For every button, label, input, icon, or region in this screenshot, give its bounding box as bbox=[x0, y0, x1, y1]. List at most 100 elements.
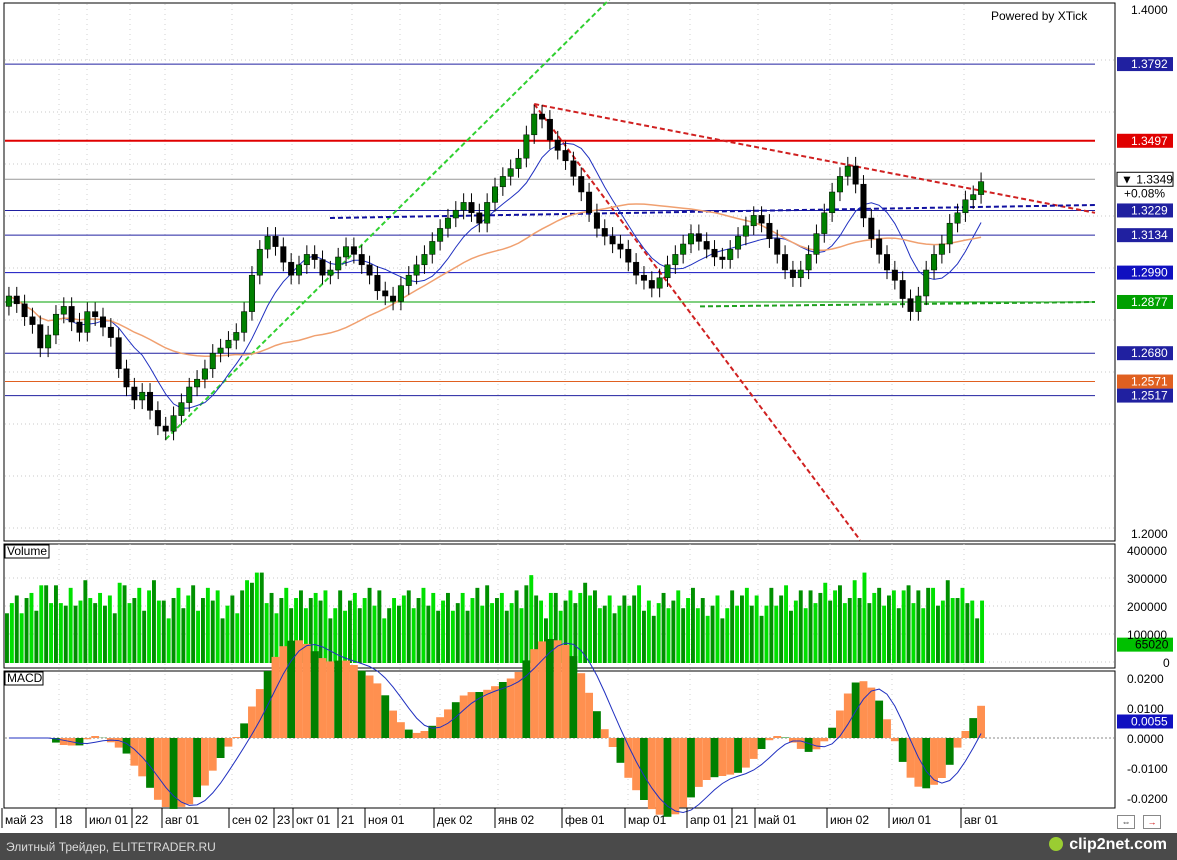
candle bbox=[350, 246, 357, 255]
macd-bar bbox=[498, 682, 507, 738]
volume-bar bbox=[700, 598, 705, 663]
candle bbox=[233, 332, 240, 341]
volume-bar bbox=[514, 590, 519, 663]
volume-y-tick: 200000 bbox=[1127, 600, 1167, 614]
candle bbox=[194, 378, 201, 388]
volume-bar bbox=[950, 598, 955, 663]
macd-bar bbox=[749, 738, 758, 759]
volume-bar bbox=[299, 590, 303, 663]
macd-bar bbox=[295, 640, 303, 738]
macd-bar bbox=[161, 738, 170, 807]
macd-bar bbox=[538, 641, 546, 738]
level-tag-text: 1.2571 bbox=[1131, 375, 1168, 389]
volume-bar bbox=[730, 590, 735, 663]
macd-bar bbox=[334, 660, 343, 738]
candle bbox=[107, 326, 114, 338]
macd-bar bbox=[271, 656, 280, 738]
volume-bar bbox=[220, 618, 225, 663]
volume-bar bbox=[142, 610, 147, 663]
volume-bar bbox=[617, 605, 622, 663]
macd-bar bbox=[208, 738, 217, 771]
candle bbox=[60, 306, 67, 315]
footer-credit: Элитный Трейдер, ELITETRADER.RU bbox=[6, 840, 216, 854]
volume-bar bbox=[818, 592, 823, 663]
volume-bar bbox=[504, 610, 509, 663]
candle bbox=[931, 254, 938, 271]
level-tag-text: 1.3134 bbox=[1131, 228, 1168, 242]
volume-bar bbox=[921, 608, 926, 663]
candle bbox=[382, 290, 389, 297]
level-tag bbox=[1117, 203, 1173, 218]
volume-bar bbox=[460, 592, 465, 663]
x-tick: мар 01 bbox=[628, 813, 667, 827]
exit-icon[interactable]: → bbox=[1143, 815, 1161, 829]
macd-bar bbox=[624, 738, 633, 778]
volume-bar bbox=[911, 603, 916, 663]
volume-bar bbox=[622, 595, 627, 663]
candle bbox=[444, 217, 451, 229]
macd-bar bbox=[757, 738, 766, 749]
trading-chart[interactable]: 1.3792 1.3497 1.3229 1.3134 1.2990 1.2877 1.26… bbox=[0, 0, 1177, 833]
volume-bar bbox=[519, 608, 524, 663]
candle bbox=[962, 199, 969, 214]
candle bbox=[256, 248, 263, 276]
volume-bar bbox=[833, 590, 838, 663]
volume-bar bbox=[524, 585, 529, 663]
candle bbox=[727, 248, 734, 260]
volume-bar bbox=[715, 595, 720, 663]
candle bbox=[789, 269, 796, 279]
volume-bar bbox=[882, 605, 887, 663]
macd-bar bbox=[867, 687, 876, 738]
candle bbox=[29, 316, 36, 325]
macd-bar bbox=[514, 672, 523, 738]
volume-bar bbox=[490, 603, 495, 663]
macd-bar bbox=[796, 738, 805, 749]
macd-bar bbox=[177, 738, 186, 807]
macd-y-tick: 0.0000 bbox=[1127, 732, 1164, 746]
volume-bar bbox=[58, 603, 63, 663]
macd-bar bbox=[726, 738, 735, 775]
macd-bar bbox=[585, 692, 593, 738]
clip2net-logo: clip2net.com bbox=[1049, 836, 1167, 854]
volume-bar bbox=[705, 615, 710, 663]
macd-bar bbox=[937, 738, 946, 778]
volume-bar bbox=[137, 587, 142, 663]
candle bbox=[186, 386, 193, 403]
volume-bar bbox=[323, 590, 328, 663]
volume-bar bbox=[29, 592, 34, 663]
volume-bar bbox=[926, 587, 931, 663]
volume-bar bbox=[509, 603, 514, 663]
macd-bar bbox=[357, 670, 366, 738]
macd-bar bbox=[632, 738, 641, 791]
x-tick: дек 02 bbox=[437, 813, 473, 827]
macd-bar bbox=[459, 695, 468, 738]
volume-bar bbox=[695, 608, 700, 663]
candle bbox=[844, 165, 851, 177]
candle bbox=[147, 391, 154, 411]
volume-bar bbox=[548, 592, 553, 663]
macd-bar bbox=[326, 661, 335, 738]
volume-bar bbox=[14, 595, 19, 663]
scroll-icon[interactable]: ⇔ bbox=[1117, 815, 1135, 829]
volume-bar bbox=[107, 595, 112, 663]
macd-bar bbox=[428, 725, 437, 738]
candle bbox=[100, 316, 106, 328]
candle bbox=[374, 274, 381, 292]
candle bbox=[711, 248, 718, 258]
volume-bar bbox=[710, 605, 715, 663]
candle bbox=[13, 295, 20, 305]
volume-bar bbox=[823, 582, 828, 663]
candle bbox=[609, 235, 616, 245]
candle bbox=[499, 176, 506, 188]
volume-bar bbox=[411, 608, 416, 663]
level-tag bbox=[1117, 388, 1173, 403]
volume-bar bbox=[960, 587, 965, 663]
volume-bar bbox=[646, 600, 651, 663]
volume-bar bbox=[852, 580, 857, 663]
volume-bar bbox=[191, 585, 196, 663]
volume-bar bbox=[68, 587, 73, 663]
x-tick: июн 02 bbox=[830, 813, 869, 827]
volume-bar bbox=[857, 598, 862, 663]
volume-bar bbox=[338, 590, 343, 663]
x-tick: ноя 01 bbox=[368, 813, 405, 827]
